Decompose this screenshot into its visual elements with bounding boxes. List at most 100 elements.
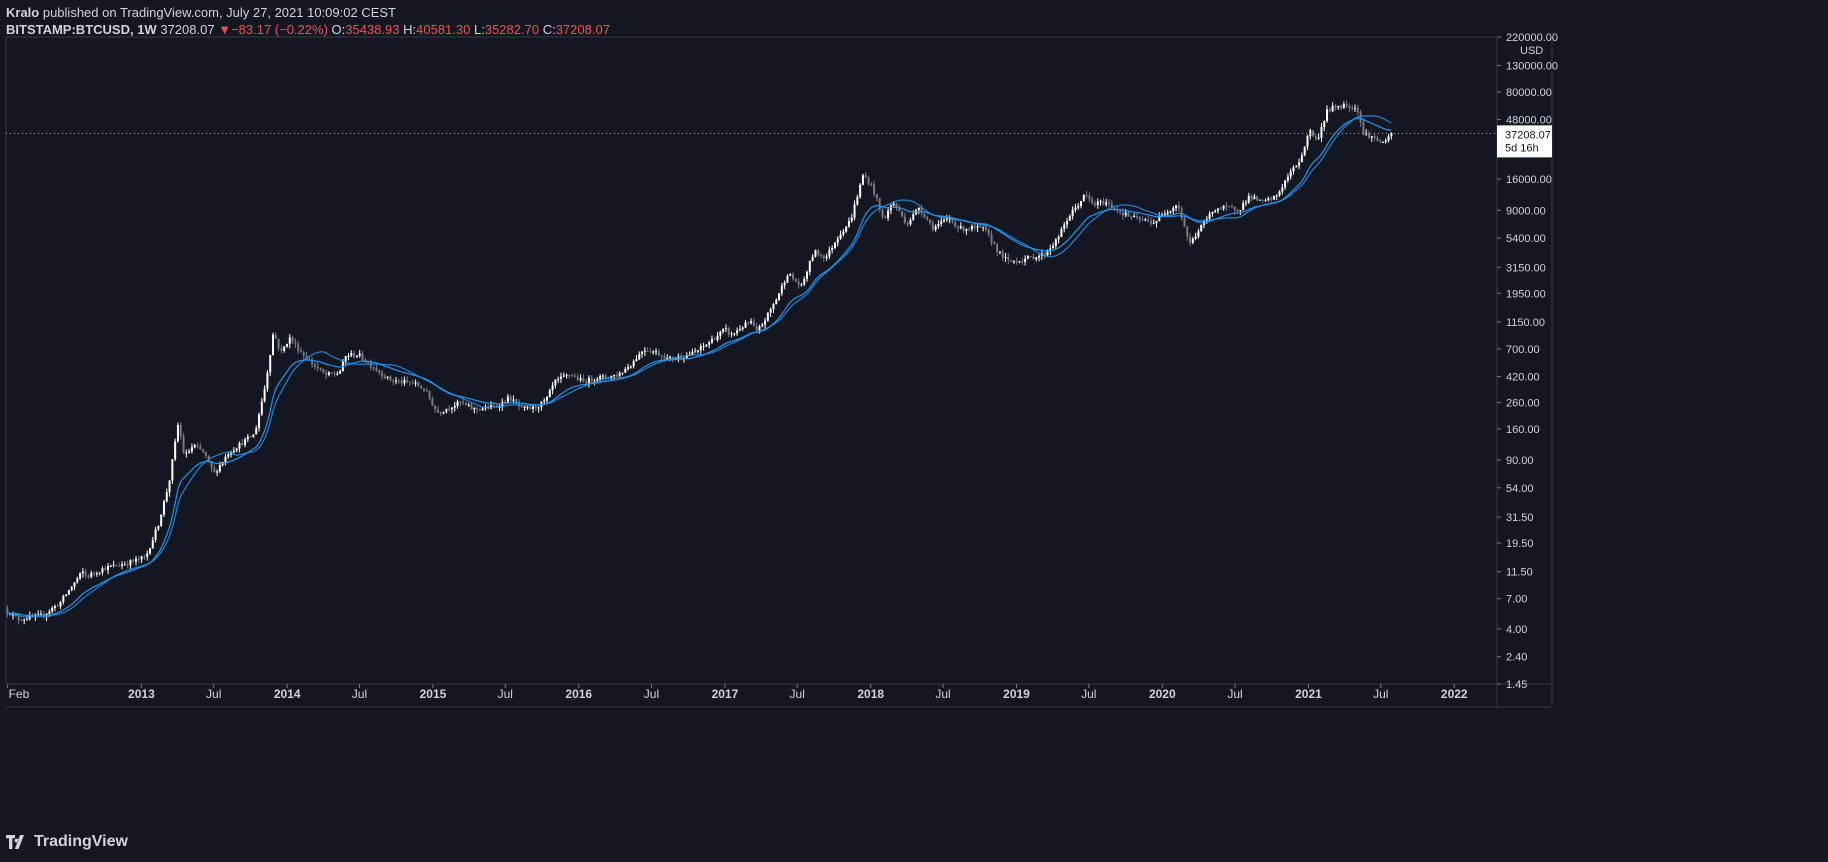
candle-body	[1035, 257, 1038, 260]
candle-body	[727, 328, 730, 335]
candle-body	[90, 572, 93, 578]
candle-body	[649, 351, 652, 353]
last-price-label: 37208.07	[1505, 129, 1551, 141]
candle-body	[604, 375, 607, 378]
symbol-label[interactable]: BITSTAMP:BTCUSD, 1W	[6, 22, 157, 37]
y-tick-label: 420.00	[1506, 372, 1540, 384]
y-tick-label: 1950.00	[1506, 288, 1546, 300]
candle-body	[1244, 202, 1247, 204]
candle-body	[968, 229, 971, 231]
candle-body	[238, 442, 241, 449]
low-value: 35282.70	[484, 22, 540, 37]
candle-body	[1384, 140, 1387, 142]
candle-body	[1060, 228, 1063, 237]
x-tick-label: 2018	[857, 687, 884, 701]
candle-body	[1177, 205, 1180, 209]
x-tick-label: 2017	[712, 687, 739, 701]
y-tick-label: 80000.00	[1506, 87, 1552, 99]
candle-body	[1303, 146, 1306, 156]
candle-body	[744, 322, 747, 328]
candle-body	[912, 214, 915, 220]
candle-body	[453, 405, 456, 408]
candle-body	[1004, 257, 1007, 259]
candle-body	[778, 293, 781, 300]
candle-body	[372, 367, 375, 369]
candle-body	[414, 382, 417, 384]
candle-body	[322, 369, 325, 373]
candle-body	[76, 578, 79, 583]
candle-body	[62, 596, 65, 602]
x-tick-label: Jul	[352, 687, 367, 701]
candle-body	[593, 380, 596, 382]
candle-body	[204, 451, 207, 456]
y-tick-label: 9000.00	[1506, 205, 1546, 217]
candle-body	[579, 378, 582, 381]
candle-body	[132, 560, 135, 562]
author-name[interactable]: Kralo	[6, 5, 40, 20]
candle-body	[663, 356, 666, 360]
candle-body	[990, 234, 993, 243]
x-tick-label: 2016	[565, 687, 592, 701]
candle-body	[428, 391, 431, 399]
candle-body	[534, 406, 537, 409]
candle-body	[37, 614, 40, 616]
candle-body	[1155, 221, 1158, 224]
candle-body	[397, 380, 400, 382]
candle-body	[601, 375, 604, 377]
candle-body	[39, 613, 42, 615]
candle-body	[260, 401, 263, 415]
candle-body	[864, 175, 867, 178]
candle-body	[411, 382, 414, 384]
candle-body	[1038, 255, 1041, 258]
candle-body	[532, 406, 535, 409]
candle-body	[646, 350, 649, 352]
candle-body	[95, 573, 98, 575]
candle-body	[1169, 210, 1172, 213]
candle-body	[803, 278, 806, 285]
candle-body	[1208, 213, 1211, 219]
candle-body	[856, 197, 859, 205]
high-label: H:	[403, 22, 417, 37]
moving-averages-layer	[7, 115, 1392, 618]
candle-body	[811, 256, 814, 261]
candle-body	[1376, 138, 1379, 141]
candle-body	[53, 605, 56, 608]
candle-body	[1200, 224, 1203, 232]
candle-body	[1222, 205, 1225, 209]
candle-body	[523, 406, 526, 408]
candle-body	[1007, 257, 1010, 260]
x-tick-label: 2014	[274, 687, 301, 701]
candle-body	[1348, 105, 1351, 108]
candle-body	[277, 338, 280, 348]
candle-body	[492, 405, 495, 407]
candle-body	[780, 285, 783, 294]
y-tick-label: 16000.00	[1506, 174, 1552, 186]
tradingview-branding[interactable]: TradingView	[6, 833, 128, 851]
candle-body	[126, 564, 129, 566]
candle-body	[624, 369, 627, 373]
candle-body	[655, 351, 658, 353]
open-value: 35438.93	[345, 22, 400, 37]
tradingview-logo-icon	[6, 835, 24, 849]
candle-body	[196, 445, 199, 447]
open-label: O:	[331, 22, 346, 37]
candle-body	[25, 619, 28, 621]
candle-body	[269, 355, 272, 373]
y-tick-label: 160.00	[1506, 424, 1540, 436]
candle-body	[822, 255, 825, 258]
candle-body	[409, 381, 412, 383]
candle-body	[509, 396, 512, 401]
candle-body	[104, 568, 107, 571]
x-tick-label: 2021	[1295, 687, 1322, 701]
candle-body	[674, 358, 677, 360]
candle-body	[814, 250, 817, 257]
candle-body	[643, 350, 646, 352]
candle-body	[313, 364, 316, 367]
candle-body	[627, 367, 630, 370]
y-tick-label: 2.40	[1506, 652, 1527, 664]
candle-body	[115, 564, 118, 566]
candle-body	[171, 459, 174, 481]
candle-body	[599, 376, 602, 380]
candle-body	[1214, 210, 1217, 213]
